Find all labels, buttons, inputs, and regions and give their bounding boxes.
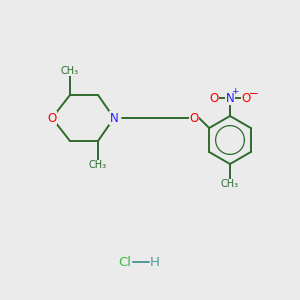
Text: O: O (209, 92, 219, 104)
Text: O: O (189, 112, 199, 124)
Text: CH₃: CH₃ (221, 179, 239, 189)
Text: CH₃: CH₃ (89, 160, 107, 170)
Text: −: − (249, 86, 259, 100)
Text: O: O (242, 92, 250, 104)
Text: O: O (189, 112, 199, 124)
Text: N: N (110, 112, 118, 124)
Text: O: O (47, 112, 57, 124)
Text: N: N (226, 92, 234, 104)
Text: CH₃: CH₃ (61, 66, 79, 76)
Text: H: H (150, 256, 160, 268)
Text: +: + (231, 88, 239, 97)
Text: Cl: Cl (118, 256, 131, 268)
